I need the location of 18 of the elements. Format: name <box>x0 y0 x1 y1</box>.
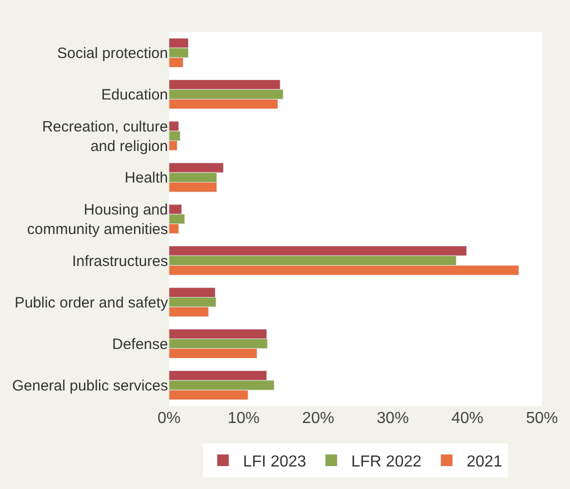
y-tick-label: Public order and safety <box>14 294 168 312</box>
y-tick-label: Housing and community amenities <box>27 202 168 238</box>
y-tick-label: Education <box>101 86 168 104</box>
legend-label: LFR 2022 <box>351 454 422 471</box>
y-tick-label: General public services <box>12 377 168 394</box>
y-tick-label: Recreation, culture and religion <box>42 118 168 155</box>
legend-label: LFI 2023 <box>243 454 306 471</box>
y-tick-label: Defense <box>112 336 168 353</box>
x-tick-label: 30% <box>376 410 409 427</box>
legend-label: 2021 <box>466 454 502 471</box>
x-tick-label: 10% <box>228 410 260 427</box>
x-tick-label: 50% <box>526 410 558 427</box>
y-tick-label: Infrastructures <box>72 252 168 270</box>
x-tick-label: 40% <box>451 410 484 427</box>
y-tick-label: Health <box>124 170 168 187</box>
x-tick-label: 0% <box>157 410 181 427</box>
y-tick-label: Social protection <box>57 45 168 62</box>
x-tick-label: 20% <box>302 410 334 427</box>
